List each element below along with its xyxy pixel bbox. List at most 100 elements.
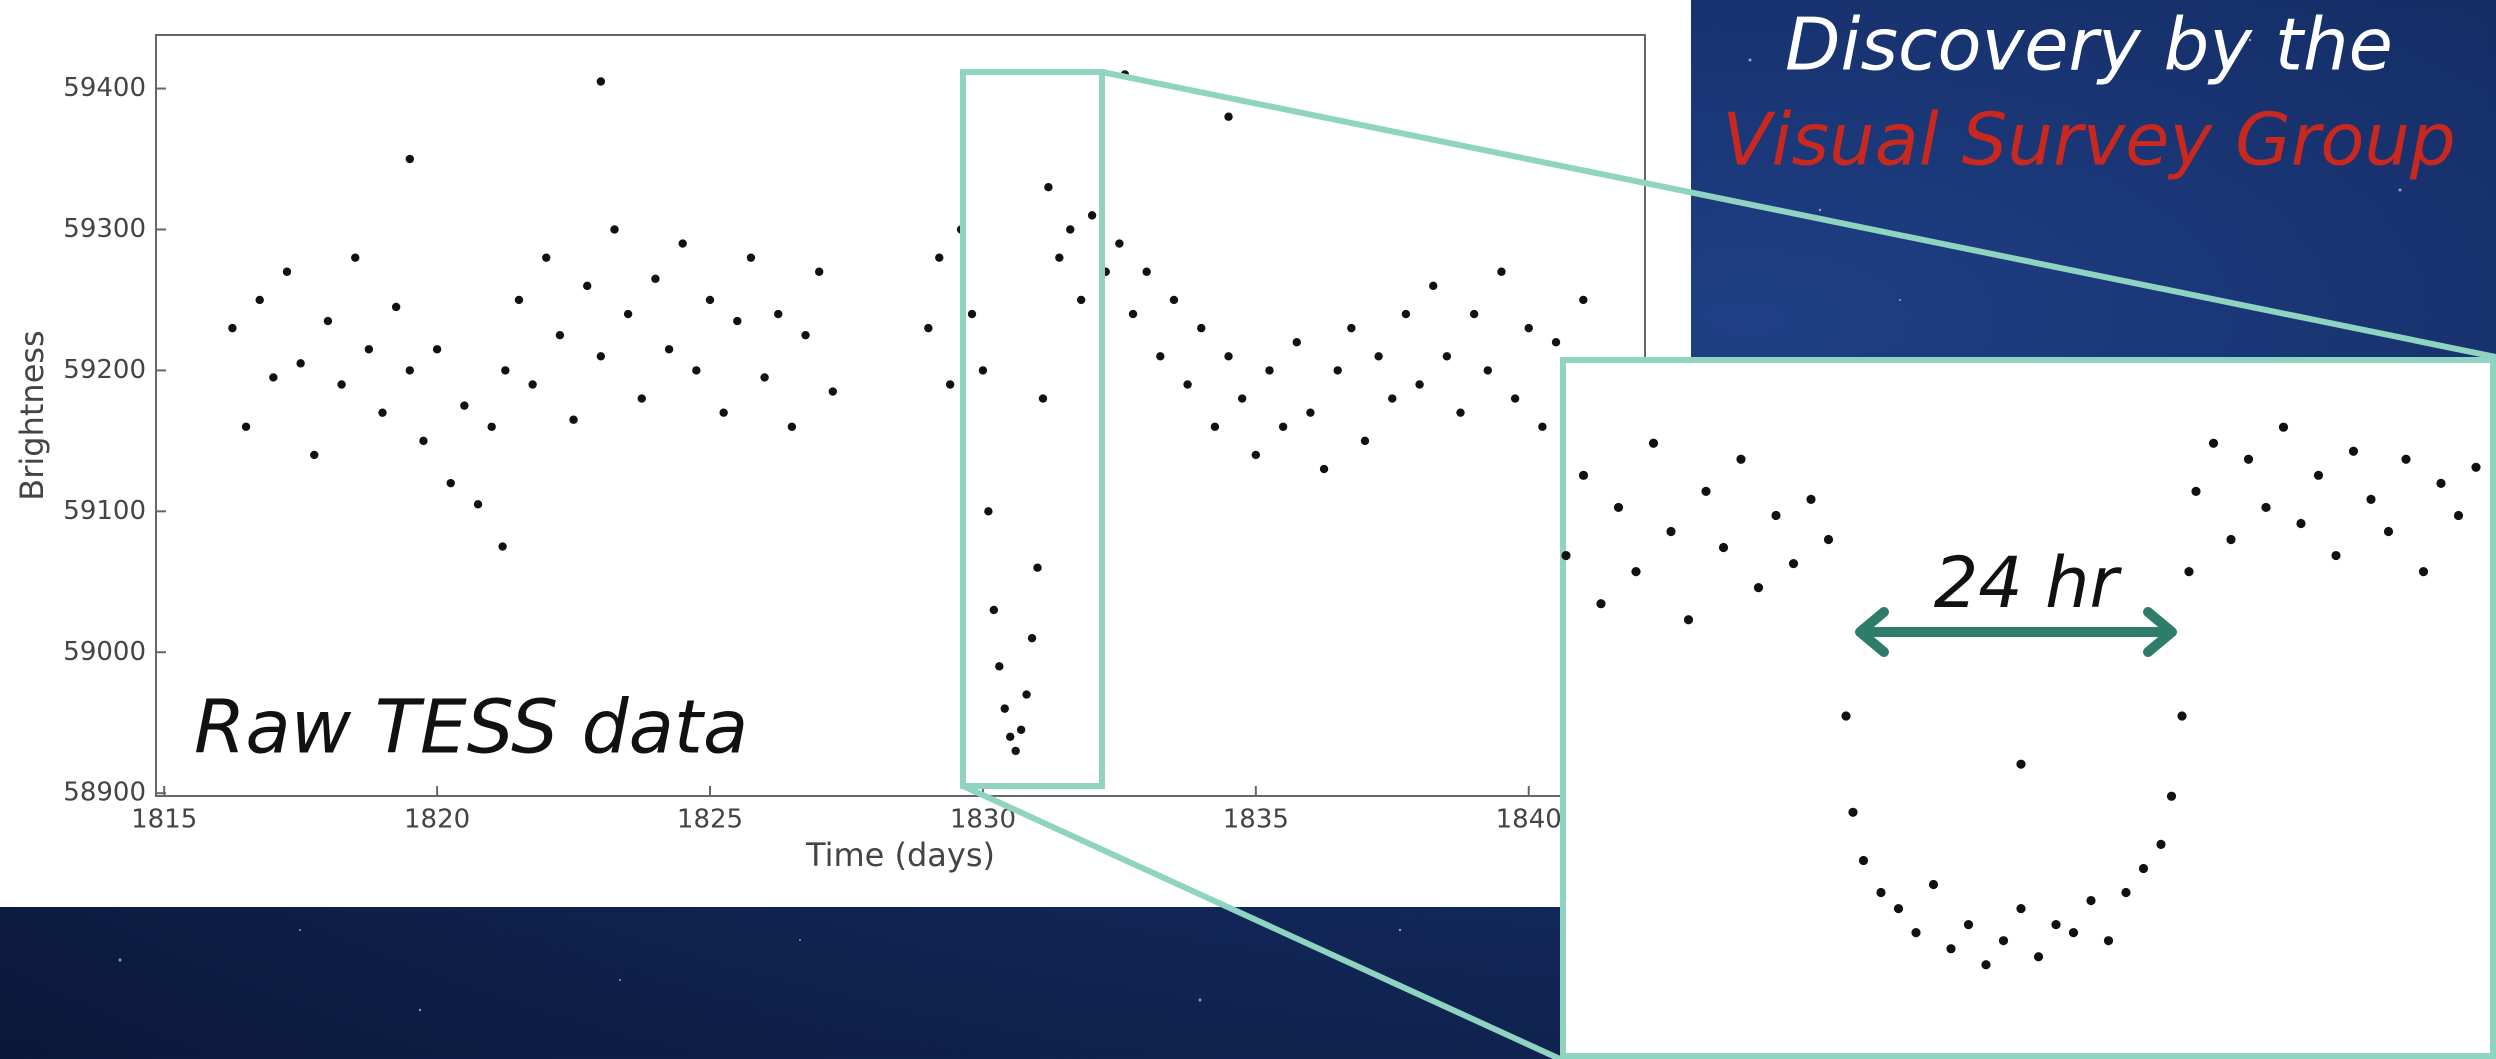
data-point: [2166, 791, 2177, 801]
data-point: [2348, 446, 2359, 456]
data-point: [2471, 462, 2481, 472]
data-point: [596, 77, 606, 86]
data-point: [2261, 502, 2271, 513]
data-point: [1128, 309, 1138, 319]
y-tick-label: 59000: [63, 637, 146, 667]
data-point: [2436, 478, 2446, 488]
data-point: [2366, 494, 2376, 504]
data-point: [2453, 510, 2464, 521]
data-point: [1000, 704, 1009, 713]
duration-arrow: [1855, 607, 2177, 657]
data-point: [1469, 309, 1479, 319]
data-point: [733, 316, 742, 326]
y-axis-label: Brightness: [13, 330, 51, 500]
data-point: [995, 662, 1004, 671]
x-tick-label: 1820: [404, 805, 470, 835]
data-point: [1483, 366, 1493, 375]
data-point: [2226, 534, 2236, 545]
data-point: [1579, 295, 1588, 305]
data-point: [1613, 502, 1624, 513]
data-point: [473, 500, 483, 509]
data-point: [2243, 454, 2254, 464]
data-point: [2177, 711, 2187, 721]
data-point: [2051, 920, 2061, 930]
data-point: [2418, 567, 2429, 577]
data-point: [787, 422, 797, 431]
data-point: [1224, 112, 1233, 121]
data-point: [1038, 394, 1048, 403]
duration-label: 24 hr: [1934, 542, 2123, 624]
data-point: [2156, 839, 2166, 849]
data-point: [2331, 550, 2341, 561]
x-axis-label: Time (days): [805, 836, 995, 874]
data-point: [1016, 725, 1026, 734]
data-point: [337, 380, 346, 389]
y-tick-label: 59400: [63, 73, 146, 103]
data-point: [323, 316, 333, 326]
data-point: [1183, 380, 1192, 389]
slide-title: Discovery by the: [1785, 3, 2393, 87]
data-point: [1156, 352, 1165, 361]
data-point: [760, 373, 769, 382]
data-point: [1224, 352, 1233, 361]
data-point: [1524, 323, 1533, 333]
data-point: [391, 302, 401, 312]
zoom-connector: [1101, 69, 2496, 360]
data-point: [569, 415, 578, 424]
data-point: [2401, 454, 2411, 464]
data-point: [1388, 394, 1397, 403]
data-point: [2103, 936, 2114, 946]
data-point: [432, 345, 442, 354]
data-point: [774, 309, 783, 319]
y-tick-label: 58900: [63, 778, 146, 808]
data-point: [228, 323, 237, 333]
data-point: [1946, 944, 1956, 954]
x-tick-label: 1825: [677, 805, 743, 835]
data-point: [2208, 438, 2219, 448]
inset-panel: [1560, 357, 2496, 1059]
main-chart: 1815 1820 1825 1830 1835 1840 58900 59000 59100 5…: [13, 34, 1646, 874]
data-point: [989, 605, 999, 615]
data-point: [282, 267, 292, 276]
data-point: [351, 253, 360, 262]
data-point: [1981, 960, 1991, 970]
y-tick-label: 59100: [63, 496, 146, 526]
data-point: [2033, 952, 2044, 962]
x-tick-label: 1840: [1496, 805, 1562, 835]
data-point: [1374, 352, 1383, 361]
data-point: [1753, 583, 1764, 593]
data-point: [801, 330, 810, 340]
zoom-highlight: [960, 69, 1105, 789]
data-point: [1858, 855, 1869, 866]
data-point: [1087, 211, 1097, 220]
data-point: [364, 345, 374, 354]
data-point: [269, 373, 278, 382]
data-point: [255, 295, 264, 305]
data-point: [1142, 267, 1151, 276]
data-point: [1551, 338, 1561, 347]
data-point: [2121, 887, 2131, 898]
data-point: [514, 295, 524, 305]
data-point: [2313, 470, 2324, 480]
data-point: [1841, 711, 1851, 721]
data-point: [1115, 239, 1124, 248]
data-point: [828, 387, 838, 396]
data-point: [296, 359, 305, 368]
data-point: [967, 309, 977, 319]
data-point: [1066, 225, 1075, 234]
data-point: [528, 380, 537, 389]
data-point: [664, 345, 674, 354]
data-point: [542, 253, 551, 262]
data-point: [678, 239, 687, 248]
data-point: [637, 394, 646, 403]
data-point: [1788, 558, 1799, 569]
data-point: [1415, 380, 1424, 389]
data-point: [1596, 599, 1606, 609]
data-point: [1848, 807, 1858, 817]
data-point: [1429, 281, 1438, 291]
data-point: [1265, 366, 1274, 375]
data-point: [1893, 903, 1904, 914]
data-point: [1251, 450, 1261, 460]
data-point: [1011, 746, 1020, 756]
data-point: [2086, 895, 2096, 906]
